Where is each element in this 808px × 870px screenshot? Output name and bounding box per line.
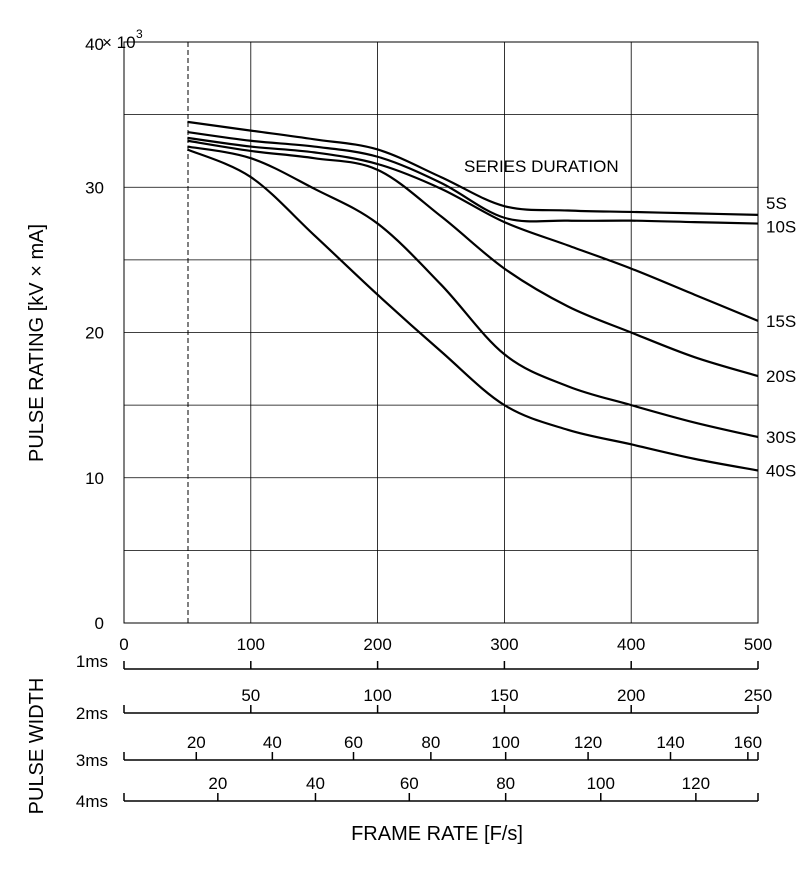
series-labels: 5S 10S 15S 20S 30S 40S	[766, 194, 796, 481]
scale-label: 3ms	[76, 751, 108, 770]
series-label-10s: 10S	[766, 218, 796, 237]
x-axis-label: FRAME RATE [F/s]	[351, 823, 523, 845]
scale-tick-label: 100	[491, 733, 519, 752]
series-line-5s	[187, 120, 759, 216]
grid	[124, 42, 758, 623]
series-lines	[186, 120, 759, 472]
series-label-30s: 30S	[766, 428, 796, 447]
scale-tick-label: 20	[208, 774, 227, 793]
scale-tick-label: 40	[263, 733, 282, 752]
series-label-20s: 20S	[766, 367, 796, 386]
scale-tick-label: 120	[682, 774, 710, 793]
y-axis-ticks: 0 10 20 30 40	[85, 35, 104, 633]
scale-tick-label: 120	[574, 733, 602, 752]
y-multiplier-prefix: × 10	[102, 33, 136, 52]
scale-tick-label: 50	[241, 686, 260, 705]
series-line-40s	[186, 148, 759, 472]
series-line-20s	[187, 139, 759, 378]
series-label-15s: 15S	[766, 312, 796, 331]
plot-area	[123, 41, 759, 624]
series-line-10s	[187, 130, 759, 225]
scale-tick-label: 400	[617, 635, 645, 654]
scale-label: 4ms	[76, 792, 108, 811]
scale-tick-label: 0	[119, 635, 128, 654]
scale-tick-label: 40	[306, 774, 325, 793]
y-tick-label: 30	[85, 178, 104, 197]
scale-tick-label: 60	[400, 774, 419, 793]
pulse-width-scale-1ms: 1ms 0 100 200 300 400 500	[76, 635, 772, 671]
y-axis-label: PULSE RATING [kV × mA]	[26, 224, 48, 462]
scale-tick-label: 80	[496, 774, 515, 793]
scale-tick-label: 200	[617, 686, 645, 705]
series-line-30s	[187, 145, 759, 439]
scale-tick-label: 300	[490, 635, 518, 654]
pulse-width-scale-4ms: 4ms 20 40 60 80 100 120	[76, 774, 759, 811]
y-multiplier: × 10 3	[102, 27, 143, 52]
y-tick-label: 10	[85, 469, 104, 488]
series-line-15s	[187, 136, 759, 322]
scale-tick-label: 80	[421, 733, 440, 752]
pulse-width-scale-2ms: 2ms 50 100 150 200 250	[76, 686, 772, 723]
scale-tick-label: 150	[490, 686, 518, 705]
scale-tick-label: 160	[734, 733, 762, 752]
scale-tick-label: 200	[363, 635, 391, 654]
scale-tick-label: 60	[344, 733, 363, 752]
y-tick-label: 0	[95, 614, 104, 633]
scale-tick-label: 100	[237, 635, 265, 654]
y-tick-label: 20	[85, 324, 104, 343]
pulse-width-label: PULSE WIDTH	[26, 678, 48, 815]
pulse-width-scale-3ms: 3ms 20 40 60 80 100 120 140 160	[76, 733, 762, 770]
scale-label: 2ms	[76, 704, 108, 723]
pulse-width-scales: 1ms 0 100 200 300 400 500 2ms 50 100 150 200 250 3ms 2…	[76, 635, 772, 811]
y-tick-label: 40	[85, 35, 104, 54]
series-label-5s: 5S	[766, 194, 787, 213]
scale-tick-label: 100	[363, 686, 391, 705]
scale-label: 1ms	[76, 652, 108, 671]
scale-tick-label: 100	[587, 774, 615, 793]
scale-tick-label: 500	[744, 635, 772, 654]
scale-tick-label: 250	[744, 686, 772, 705]
scale-tick-label: 140	[656, 733, 684, 752]
series-label-40s: 40S	[766, 461, 796, 480]
scale-tick-label: 20	[187, 733, 206, 752]
legend-title: SERIES DURATION	[464, 157, 619, 176]
y-multiplier-exponent: 3	[136, 27, 143, 41]
